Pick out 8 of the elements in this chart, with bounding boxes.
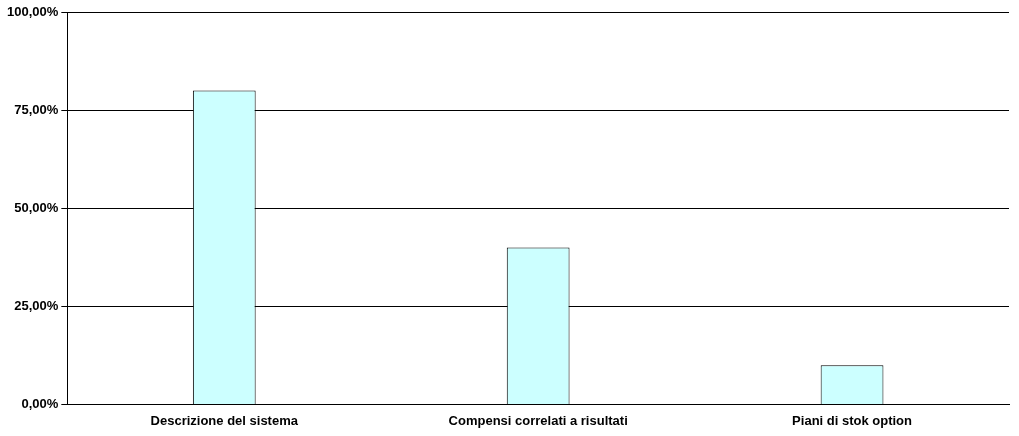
x-tick-label: Piani di stok option [792, 412, 913, 428]
x-tick-label: Descrizione del sistema [150, 412, 299, 428]
y-tick-label: 100,00% [6, 3, 59, 19]
x-tick-label: Compensi correlati a risultati [448, 412, 628, 428]
y-tick-label: 75,00% [14, 101, 59, 117]
y-tick-label: 0,00% [21, 395, 59, 411]
y-tick-label: 25,00% [14, 297, 59, 313]
y-tick-label: 50,00% [14, 199, 59, 215]
